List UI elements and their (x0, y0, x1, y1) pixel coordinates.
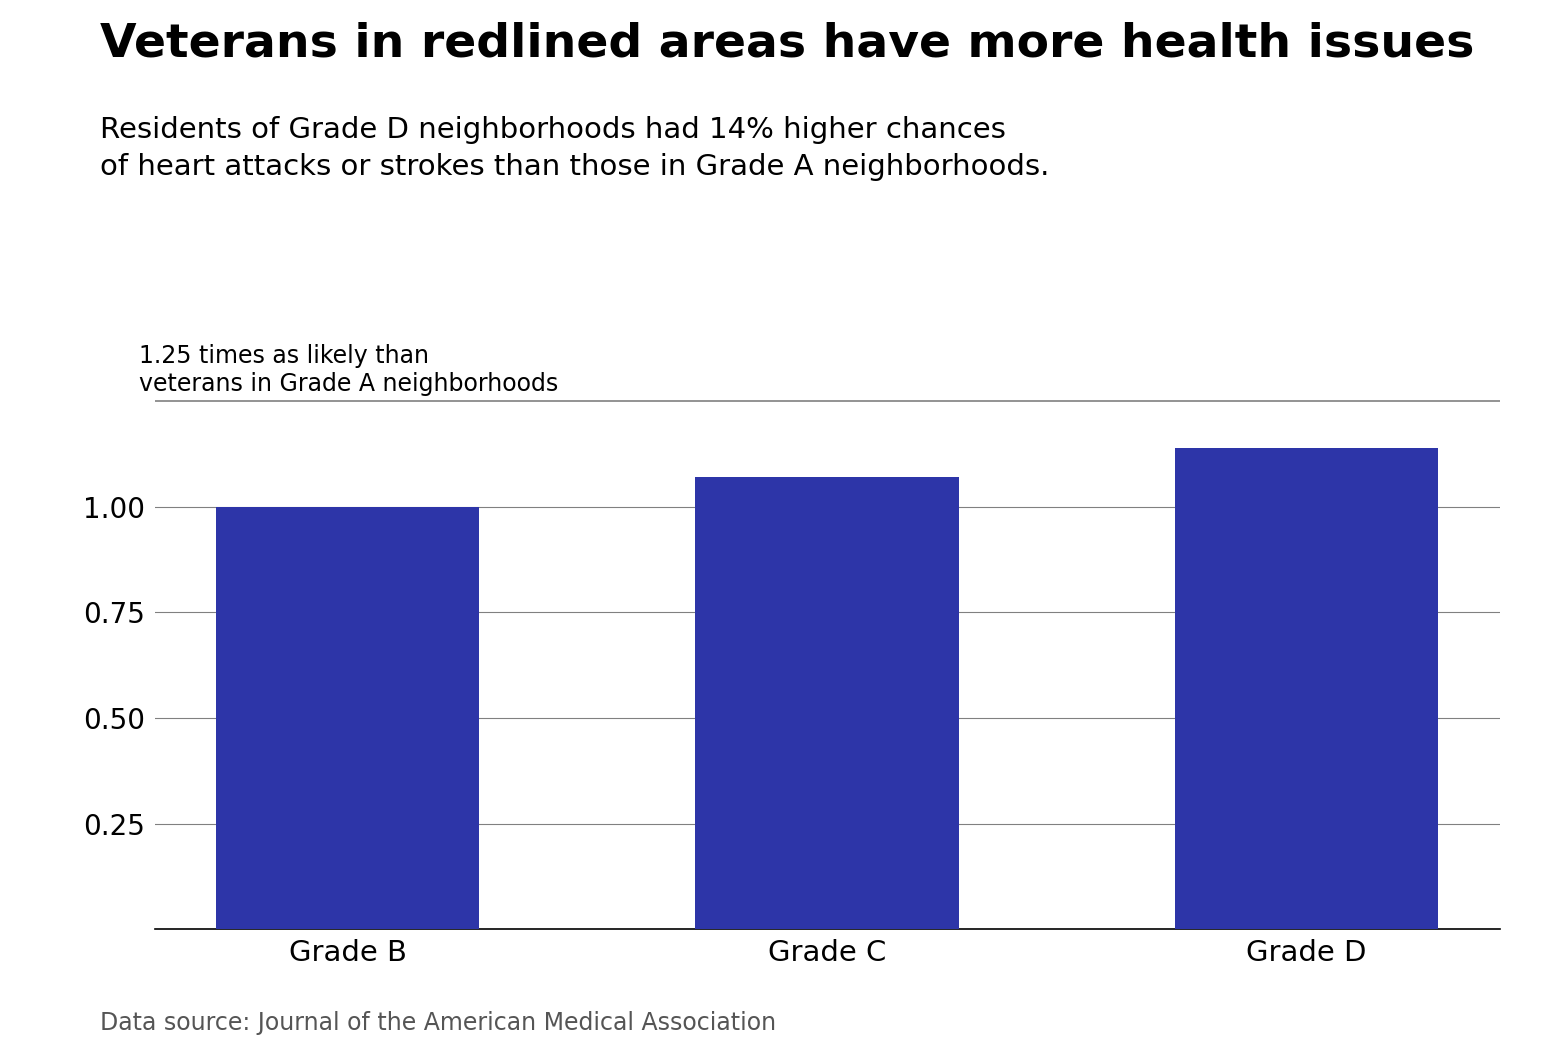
Text: Residents of Grade D neighborhoods had 14% higher chances
of heart attacks or st: Residents of Grade D neighborhoods had 1… (100, 116, 1050, 181)
Text: 1.25 times as likely than
veterans in Grade A neighborhoods: 1.25 times as likely than veterans in Gr… (139, 344, 558, 396)
Bar (1175, 448, 1438, 929)
Bar (216, 507, 479, 929)
Text: Data source: Journal of the American Medical Association: Data source: Journal of the American Med… (100, 1011, 776, 1035)
Bar (696, 477, 959, 929)
Text: Veterans in redlined areas have more health issues: Veterans in redlined areas have more hea… (100, 21, 1475, 67)
